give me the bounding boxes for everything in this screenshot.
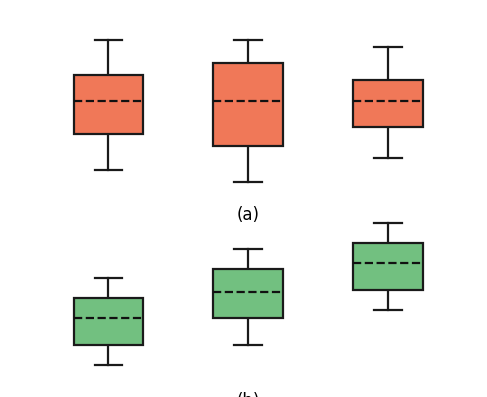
Text: (b): (b) (237, 392, 260, 397)
Text: (a): (a) (237, 206, 260, 224)
Bar (213, 270, 283, 318)
Bar (213, 63, 283, 146)
Bar (353, 80, 423, 127)
Bar (74, 298, 144, 345)
Bar (74, 75, 144, 135)
Bar (353, 243, 423, 290)
